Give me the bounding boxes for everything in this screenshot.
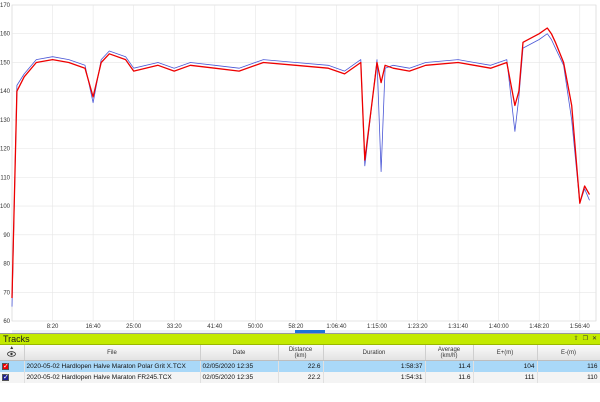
tracks-table: ▲ File Date Distance (km) Duration Avera… <box>0 345 600 383</box>
x-tick-label: 33:20 <box>167 324 183 330</box>
float-icon[interactable]: ⇧ <box>573 336 579 342</box>
eye-icon <box>7 351 17 359</box>
x-tick-label: 1:40:00 <box>489 324 510 330</box>
track-visibility-cell[interactable]: ✓ <box>0 360 25 372</box>
track-duration: 1:54:31 <box>323 372 426 383</box>
y-tick-label: 60 <box>3 319 10 325</box>
y-tick-label: 100 <box>0 204 11 210</box>
y-tick-label: 160 <box>0 32 11 38</box>
x-tick-label: 16:40 <box>86 324 102 330</box>
y-tick-label: 90 <box>3 233 10 239</box>
x-tick-label: 41:40 <box>207 324 223 330</box>
tracks-title: Tracks <box>3 334 30 344</box>
x-tick-label: 1:06:40 <box>326 324 347 330</box>
average-unit-label: (km/h) <box>440 352 458 359</box>
track-elevation-gain: 104 <box>473 360 538 372</box>
check-icon: ✓ <box>3 362 9 370</box>
track-date: 02/05/2020 12:35 <box>200 360 279 372</box>
visibility-column-header[interactable]: ▲ <box>0 345 25 361</box>
elevation-loss-column-header[interactable]: E-(m) <box>537 345 600 361</box>
distance-column-header[interactable]: Distance (km) <box>278 345 324 361</box>
y-tick-label: 120 <box>0 147 11 153</box>
track-date: 02/05/2020 12:35 <box>200 372 279 383</box>
tracks-panel: Tracks ⇧ ❐ ✕ ▲ File Date Distance <box>0 333 600 402</box>
track-distance: 22.6 <box>278 360 324 372</box>
plot-area <box>11 4 597 322</box>
tracks-window-controls: ⇧ ❐ ✕ <box>574 335 597 343</box>
track-distance: 22.2 <box>278 372 324 383</box>
tracks-header-row: ▲ File Date Distance (km) Duration Avera… <box>0 345 600 361</box>
track-elevation-gain: 111 <box>473 372 538 383</box>
y-tick-label: 150 <box>0 60 11 66</box>
close-icon[interactable]: ✕ <box>591 336 597 342</box>
distance-header-label: Distance <box>288 346 313 353</box>
heart-rate-chart[interactable]: 60 70 80 90 100 110 120 130 140 150 160 170 8:20 16:4… <box>0 0 600 333</box>
chart-scrollbar[interactable] <box>12 330 600 333</box>
y-tick-label: 140 <box>0 89 11 95</box>
track-average: 11.6 <box>425 372 474 383</box>
date-column-header[interactable]: Date <box>200 345 279 361</box>
y-tick-label: 110 <box>0 175 10 181</box>
x-tick-label: 1:56:40 <box>570 324 591 330</box>
track-average: 11.4 <box>425 360 474 372</box>
sort-asc-icon: ▲ <box>9 345 15 351</box>
restore-icon[interactable]: ❐ <box>582 336 588 342</box>
x-tick-label: 1:48:20 <box>529 324 550 330</box>
y-tick-label: 80 <box>3 262 10 268</box>
y-tick-label: 130 <box>0 118 11 124</box>
track-elevation-loss: 116 <box>537 360 600 372</box>
x-tick-label: 1:23:20 <box>408 324 429 330</box>
track-elevation-loss: 110 <box>537 372 600 383</box>
x-tick-label: 58:20 <box>288 324 304 330</box>
average-column-header[interactable]: Average (km/h) <box>425 345 474 361</box>
average-header-label: Average <box>437 346 461 353</box>
check-icon: ✓ <box>3 373 9 381</box>
x-tick-label: 50:00 <box>248 324 264 330</box>
y-tick-label: 70 <box>3 290 10 296</box>
x-tick-label: 1:31:40 <box>448 324 469 330</box>
track-file: 2020-05-02 Hardlopen Halve Maraton FR245… <box>24 372 201 383</box>
track-color-checkbox[interactable]: ✓ <box>2 373 9 381</box>
elevation-gain-column-header[interactable]: E+(m) <box>473 345 538 361</box>
file-column-header[interactable]: File <box>24 345 201 361</box>
track-row[interactable]: ✓ 2020-05-02 Hardlopen Halve Maraton Pol… <box>0 360 600 372</box>
track-duration: 1:58:37 <box>323 360 426 372</box>
x-tick-label: 25:00 <box>126 324 142 330</box>
x-tick-label: 8:20 <box>47 324 59 330</box>
series-line-red <box>11 27 591 299</box>
track-row[interactable]: ✓ 2020-05-02 Hardlopen Halve Maraton FR2… <box>0 372 600 383</box>
tracks-header: Tracks ⇧ ❐ ✕ <box>0 334 600 345</box>
duration-column-header[interactable]: Duration <box>323 345 426 361</box>
track-visibility-cell[interactable]: ✓ <box>0 372 25 383</box>
series-line-blue <box>11 33 590 307</box>
chart-canvas[interactable]: 60 70 80 90 100 110 120 130 140 150 160 170 8:20 16:4… <box>0 0 600 333</box>
distance-unit-label: (km) <box>294 352 307 359</box>
track-color-checkbox[interactable]: ✓ <box>2 362 9 370</box>
chart-scroll-thumb[interactable] <box>295 330 325 333</box>
x-tick-label: 1:15:00 <box>367 324 388 330</box>
track-file: 2020-05-02 Hardlopen Halve Maraton Polar… <box>24 360 201 372</box>
y-tick-label: 170 <box>0 3 11 9</box>
